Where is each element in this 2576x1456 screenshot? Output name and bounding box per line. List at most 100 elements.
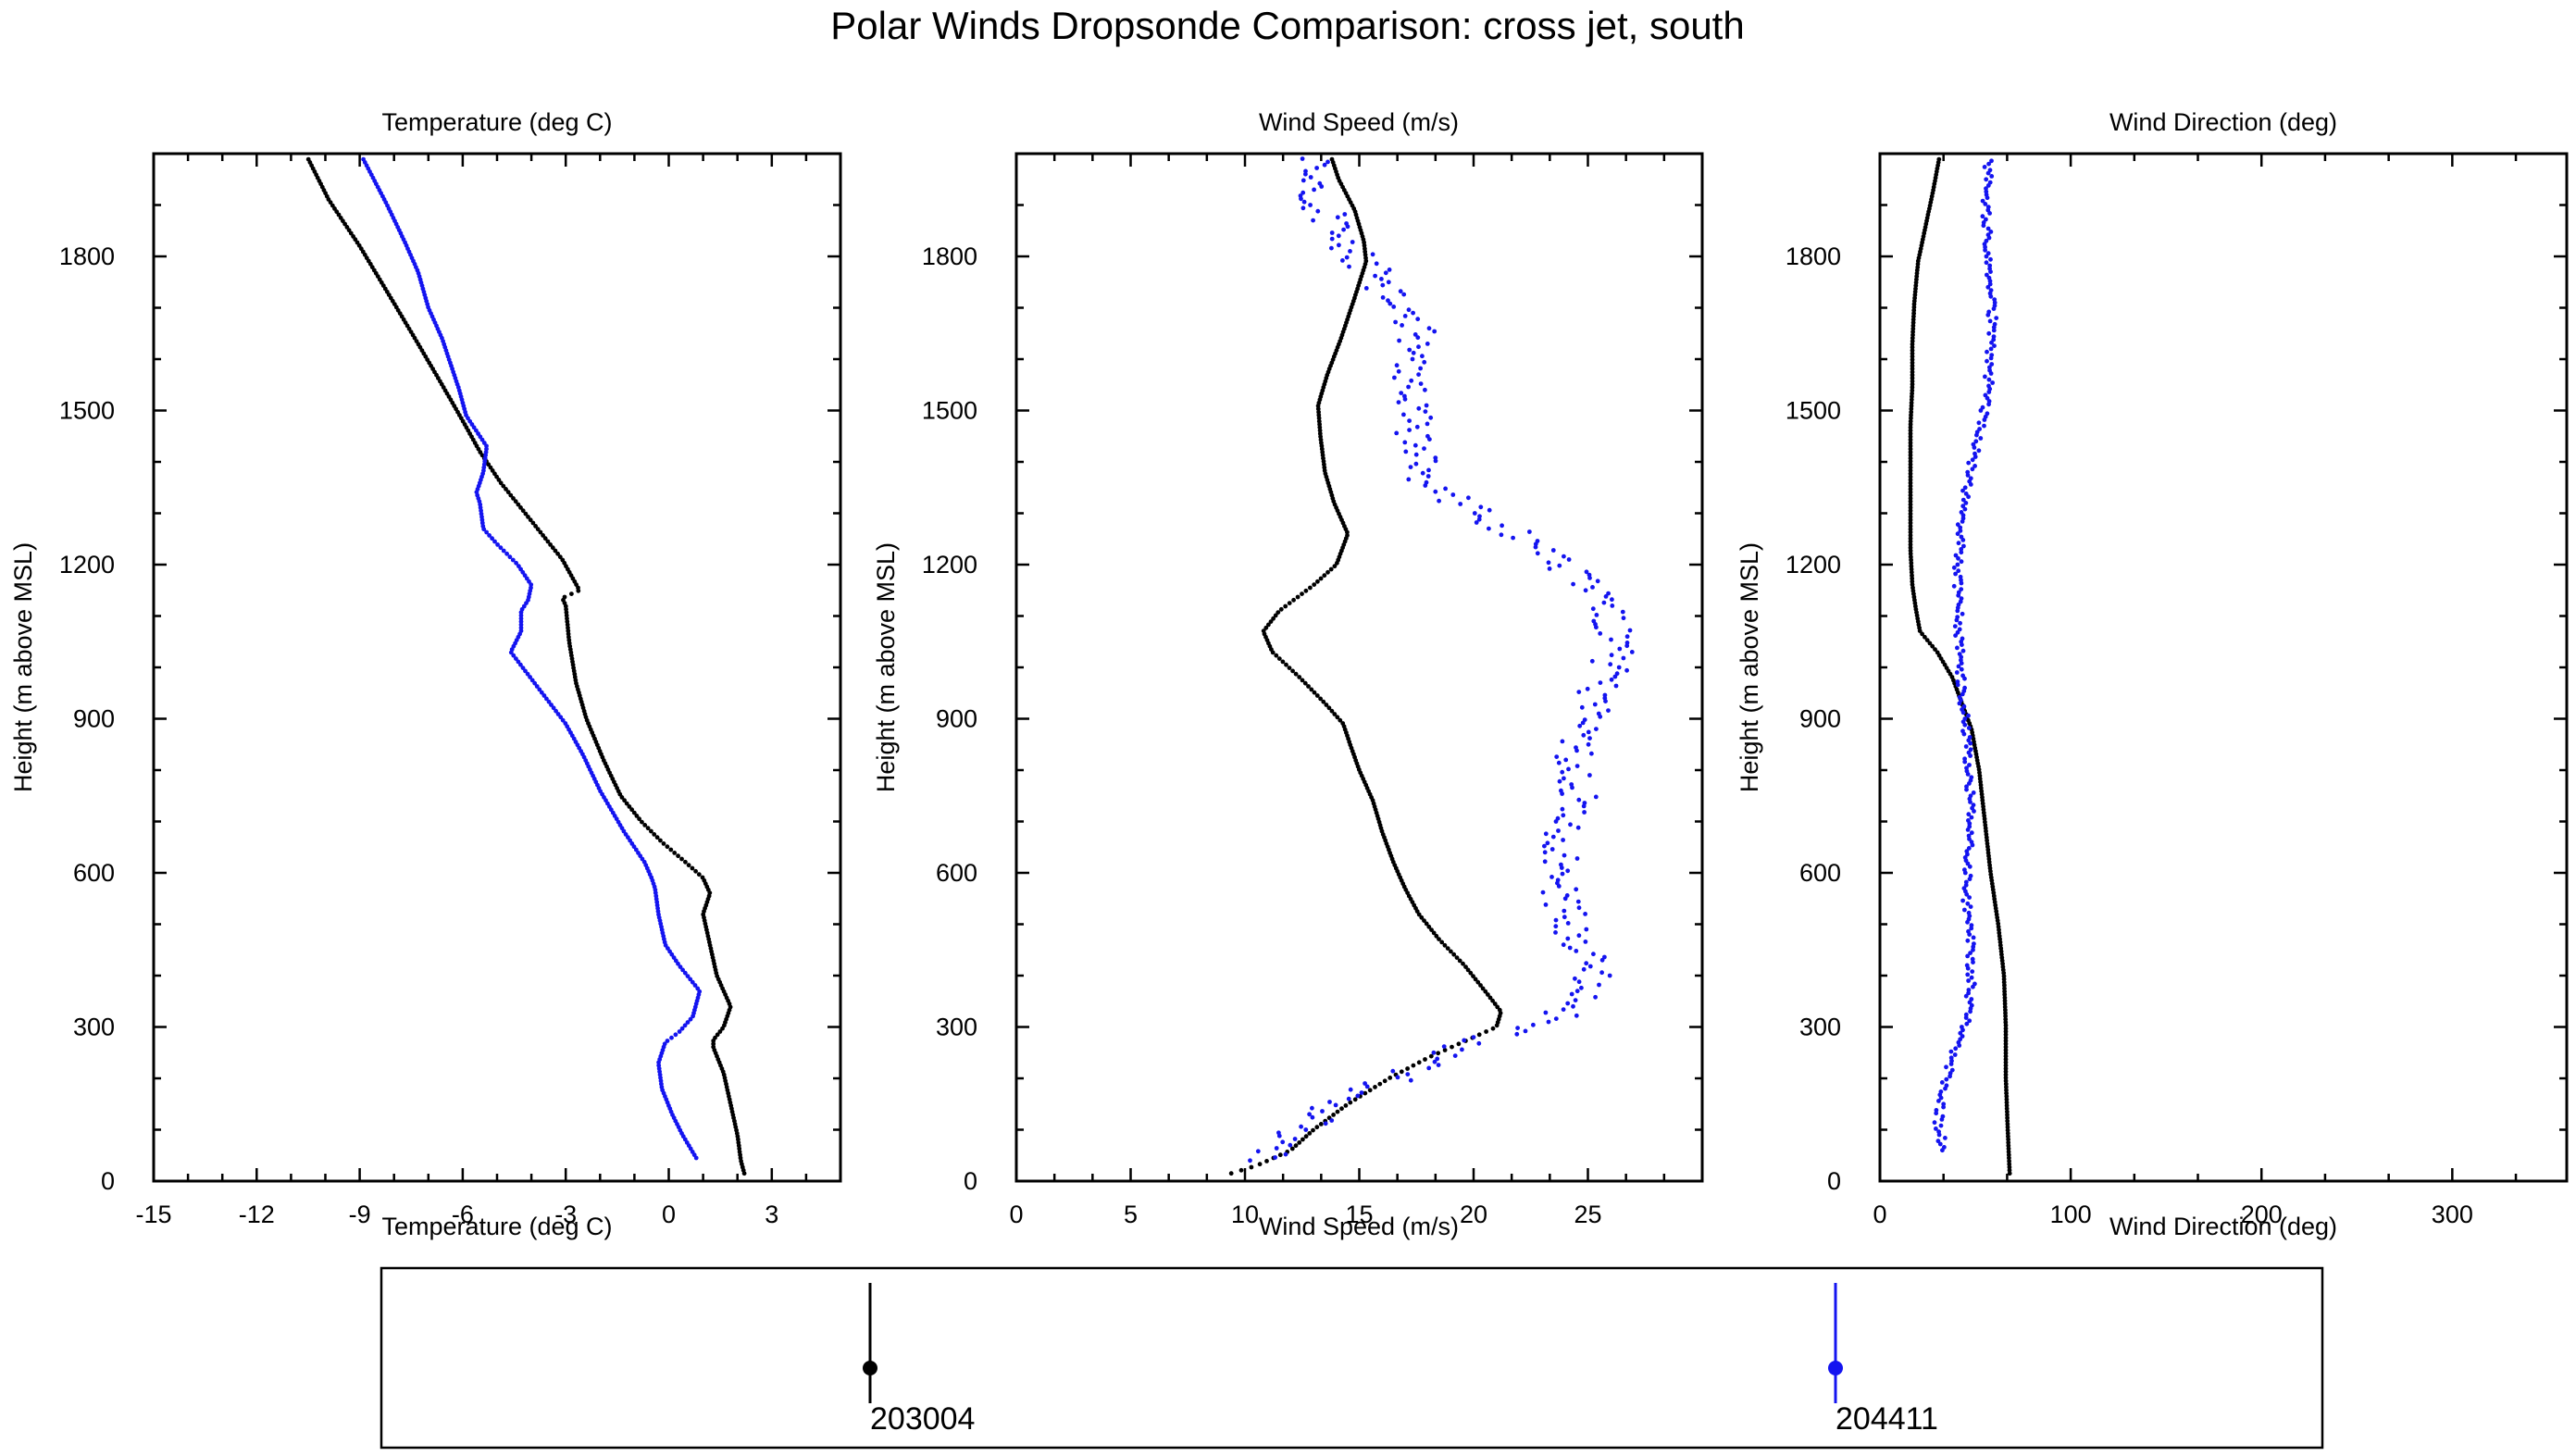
- wind-speed-point-204411: [1308, 175, 1313, 180]
- wind-direction-point-204411: [1970, 467, 1975, 472]
- temperature-point-204411: [563, 721, 568, 726]
- wind-direction-point-203004: [1930, 643, 1935, 649]
- wind-speed-point-204411: [1422, 446, 1426, 451]
- temperature-point-203004: [661, 841, 666, 846]
- wind-speed-point-204411: [1413, 461, 1419, 467]
- wind-direction-point-204411: [1955, 615, 1960, 619]
- wind-direction-point-204411: [1964, 787, 1969, 792]
- temperature-point-204411: [481, 441, 487, 445]
- wind-speed-point-204411: [1621, 655, 1626, 661]
- wind-direction-point-204411: [1972, 464, 1978, 468]
- wind-direction-point-203004: [2004, 1088, 2009, 1093]
- wind-direction-point-204411: [1966, 928, 1971, 934]
- wind-speed-point-204411: [1556, 760, 1562, 765]
- wind-direction-point-203004: [2003, 1044, 2009, 1050]
- wind-direction-point-204411: [1962, 855, 1968, 860]
- wind-direction-point-203004: [1911, 307, 1917, 313]
- wind-speed-point-204411: [1307, 1112, 1312, 1117]
- wind-speed-point-204411: [1437, 498, 1441, 504]
- wind-speed-point-203004: [1284, 662, 1288, 667]
- wind-speed-point-204411: [1596, 711, 1601, 716]
- wind-direction-point-204411: [1958, 1037, 1963, 1042]
- wind-speed-point-204411: [1574, 949, 1579, 953]
- wind-direction-point-204411: [1989, 362, 1995, 367]
- wind-direction-point-204411: [1960, 488, 1965, 493]
- wind-direction-point-204411: [1986, 377, 1992, 382]
- wind-direction-point-203004: [2005, 1118, 2010, 1124]
- wind-speed-point-204411: [1609, 637, 1613, 642]
- wind-speed-xtick-label: 20: [1460, 1201, 1487, 1228]
- wind-speed-point-204411: [1627, 628, 1633, 633]
- temperature-point-204411: [688, 977, 693, 982]
- wind-direction-point-204411: [1976, 448, 1982, 454]
- wind-direction-point-204411: [1983, 374, 1987, 380]
- wind-direction-point-204411: [1955, 522, 1960, 528]
- wind-direction-point-204411: [1962, 485, 1968, 491]
- wind-speed-point-204411: [1562, 554, 1566, 559]
- wind-direction-point-204411: [1964, 765, 1969, 771]
- wind-direction-point-203004: [1908, 483, 1913, 489]
- wind-speed-point-204411: [1590, 585, 1595, 590]
- wind-direction-point-204411: [1958, 620, 1963, 626]
- wind-direction-point-204411: [1967, 1018, 1972, 1024]
- wind-speed-point-204411: [1386, 298, 1390, 304]
- wind-speed-point-203004: [1329, 708, 1335, 714]
- temperature-point-203004: [629, 807, 634, 813]
- temperature-point-203004: [498, 480, 504, 486]
- wind-direction-point-204411: [1959, 587, 1964, 591]
- temperature-point-203004: [511, 496, 516, 501]
- wind-speed-point-203004: [1343, 1103, 1349, 1108]
- wind-direction-point-204411: [1940, 1114, 1946, 1119]
- temperature-point-203004: [562, 594, 567, 600]
- wind-speed-point-204411: [1573, 976, 1577, 981]
- temperature-point-203004: [649, 828, 653, 834]
- wind-speed-point-204411: [1550, 548, 1556, 553]
- wind-speed-point-203004: [1471, 974, 1475, 978]
- wind-direction-ytick-label: 0: [1827, 1167, 1841, 1195]
- wind-speed-point-204411: [1589, 751, 1594, 756]
- temperature-point-204411: [544, 696, 549, 702]
- wind-speed-point-204411: [1594, 613, 1599, 617]
- temperature-point-203004: [658, 838, 663, 843]
- wind-speed-point-204411: [1542, 843, 1547, 849]
- wind-direction-point-203004: [2002, 1004, 2008, 1010]
- wind-direction-point-203004: [1910, 363, 1915, 368]
- wind-direction-point-203004: [1909, 409, 1914, 415]
- wind-speed-point-204411: [1561, 1007, 1566, 1012]
- wind-speed-point-203004: [1345, 533, 1350, 538]
- wind-speed-point-204411: [1436, 1063, 1441, 1067]
- wind-speed-point-204411: [1415, 317, 1421, 322]
- temperature-yticks: 0 300 600 900 1200 1500 1800: [59, 152, 840, 1195]
- temperature-point-203004: [541, 533, 545, 538]
- temperature-xticks: -15 -12 -9 -6 -3 0 3: [135, 154, 842, 1228]
- wind-speed-point-204411: [1458, 502, 1463, 506]
- wind-speed-point-204411: [1327, 1100, 1332, 1104]
- wind-speed-point-204411: [1609, 653, 1614, 658]
- wind-direction-point-204411: [1984, 260, 1989, 266]
- wind-speed-point-203004: [1495, 1004, 1500, 1010]
- wind-speed-point-204411: [1301, 199, 1307, 205]
- wind-direction-point-203004: [1908, 465, 1913, 470]
- wind-speed-point-204411: [1583, 588, 1588, 593]
- wind-direction-point-203004: [2003, 1051, 2009, 1056]
- wind-direction-point-203004: [2006, 1150, 2011, 1154]
- wind-direction-point-203004: [1910, 379, 1915, 384]
- wind-speed-point-203004: [1423, 1057, 1427, 1062]
- wind-speed-point-204411: [1315, 208, 1321, 214]
- wind-direction-point-203004: [1910, 339, 1915, 343]
- wind-speed-point-204411: [1462, 1038, 1467, 1043]
- wind-speed-point-204411: [1559, 788, 1563, 793]
- wind-speed-point-204411: [1426, 1065, 1432, 1071]
- temperature-point-203004: [508, 492, 514, 498]
- wind-speed-point-204411: [1336, 233, 1341, 239]
- wind-speed-point-203004: [1463, 964, 1468, 969]
- temperature-point-203004: [545, 539, 551, 544]
- wind-speed-panel-title: Wind Speed (m/s): [1259, 108, 1459, 136]
- wind-speed-point-204411: [1428, 415, 1434, 420]
- wind-speed-ytick-label: 1800: [922, 243, 977, 270]
- wind-speed-point-203004: [1450, 1044, 1454, 1050]
- wind-direction-point-204411: [1955, 679, 1960, 684]
- wind-direction-point-204411: [1960, 673, 1966, 678]
- wind-speed-point-204411: [1346, 1096, 1351, 1101]
- wind-speed-point-204411: [1555, 877, 1561, 883]
